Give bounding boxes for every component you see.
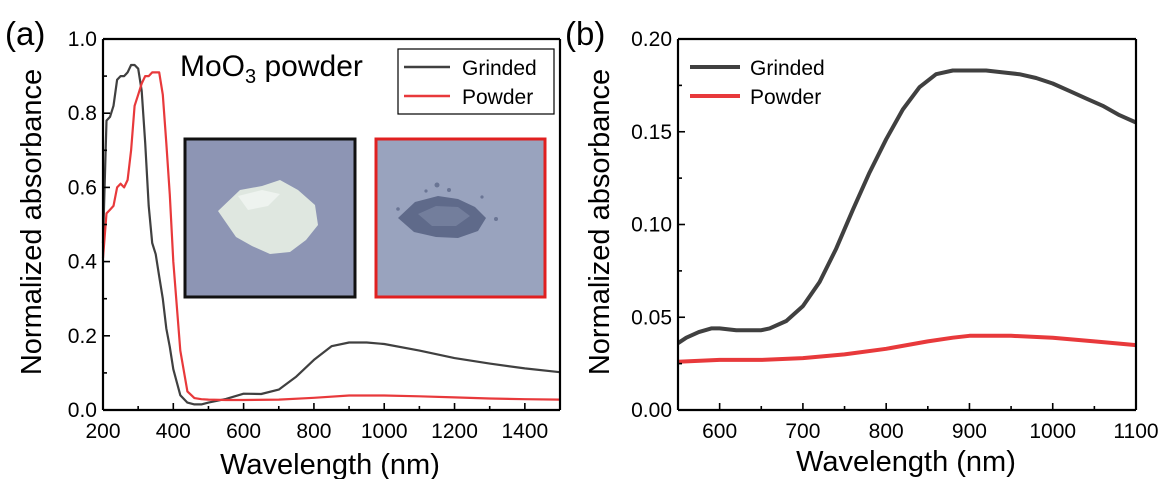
panel-a-axes: 200 400 600 800 1000 1200 1400 0.0 0.2 0.4 0.6 0.8 1… [68,28,562,443]
inset-title-main: MoO [180,50,245,83]
panel-b-x-tick-label: 700 [785,420,820,443]
panel-b-series-group [676,68,1137,364]
panel-a-x-tick-label: 400 [156,420,191,443]
panel-a-label: (a) [5,15,45,52]
powder-speck [424,189,428,193]
panel-a-y-tick-label: 0.8 [68,102,97,125]
panel-b-series-powder-line [677,333,1137,364]
panel-b-x-tick-label: 600 [702,420,737,443]
panel-b-legend-label-powder: Powder [750,86,821,109]
panel-a-series-powder-line [101,71,561,402]
panel-b-axes: 600 700 800 900 1000 1100 0.00 0.05 0.10 0.15 0.20 [631,28,1158,443]
powder-speck [447,188,451,192]
inset-title: MoO3 powder [180,50,363,88]
powder-speck [480,195,484,199]
panel-a-x-tick-label: 1000 [361,420,408,443]
panel-b-series-grinded-line [676,68,1137,345]
panel-a-y-tick-label: 0.4 [68,251,98,274]
panel-a-legend-label-powder: Powder [462,86,533,109]
powder-speck [494,217,498,221]
panel-b-chart: Grinded Powder 600 700 800 900 1000 1100 0.00 0… [584,28,1159,478]
panel-a-x-tick-label: 800 [296,420,331,443]
powder-speck [434,182,440,188]
panel-b-legend-label-grinded: Grinded [750,57,825,80]
inset-photo-grinded [183,137,357,299]
panel-a-x-tick-label: 600 [226,420,261,443]
panel-b-y-tick-label: 0.05 [631,306,672,329]
inset-photo-powder [374,137,547,299]
inset-title-subscript: 3 [245,66,256,88]
panel-a-y-tick-label: 0.0 [68,399,97,422]
panel-a-legend-label-grinded: Grinded [462,57,537,80]
panel-b-label: (b) [565,15,605,52]
panel-a-y-axis-title: Normalized absorbance [16,69,48,375]
panel-a-chart: MoO3 powder Grinded Powder 200 400 600 800 1… [16,28,562,479]
panel-a-legend: Grinded Powder [397,48,555,115]
grinded-sample-highlight [238,190,280,210]
panel-b-y-axis-title: Normalized absorbance [584,69,616,375]
panel-a-x-tick-label: 1400 [501,420,548,443]
panel-a-series-grinded-line [101,63,561,406]
panel-b-y-tick-label: 0.20 [631,28,672,51]
panel-b-x-tick-label: 1000 [1029,420,1076,443]
panel-a-x-tick-label: 1200 [431,420,478,443]
powder-sample-highlight [418,206,470,226]
panel-a-legend-frame [397,48,555,115]
panel-b-y-tick-label: 0.00 [631,399,672,422]
panel-b-x-axis-title: Wavelength (nm) [796,446,1016,478]
powder-speck [396,207,400,211]
panel-b-x-tick-label: 900 [952,420,987,443]
panel-b-x-tick-label: 1100 [1113,420,1158,443]
panel-b-y-tick-label: 0.10 [631,214,672,237]
panel-b-legend: Grinded Powder [690,57,825,109]
panel-a-y-tick-label: 1.0 [68,28,97,51]
panel-a-series-group [101,63,561,406]
panel-b-y-tick-label: 0.15 [631,121,672,144]
panel-a-x-tick-label: 200 [85,420,120,443]
panel-a-x-axis-title: Wavelength (nm) [220,449,440,479]
panel-a-y-tick-label: 0.6 [68,176,97,199]
panel-a-y-tick-label: 0.2 [68,325,97,348]
inset-title-rest: powder [256,50,363,83]
panel-b-x-tick-label: 800 [869,420,904,443]
